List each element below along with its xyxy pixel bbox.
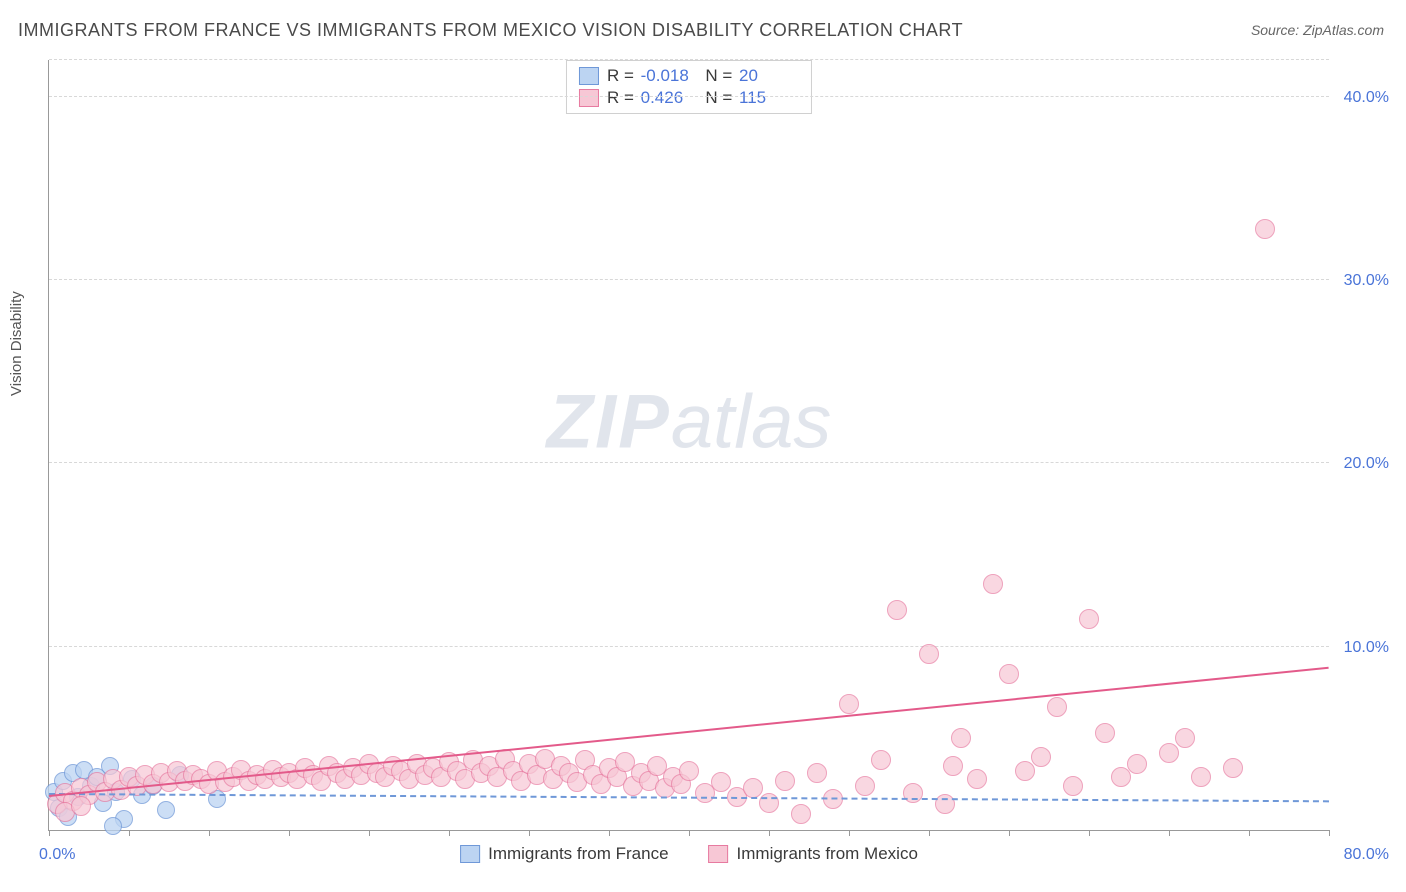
gridline xyxy=(49,59,1329,60)
x-tick xyxy=(289,830,290,836)
x-tick xyxy=(209,830,210,836)
data-point xyxy=(1095,723,1115,743)
y-tick-label: 30.0% xyxy=(1344,272,1389,290)
data-point xyxy=(775,771,795,791)
legend-item: Immigrants from France xyxy=(460,844,668,864)
data-point xyxy=(807,763,827,783)
x-tick xyxy=(529,830,530,836)
gridline xyxy=(49,646,1329,647)
x-tick xyxy=(1249,830,1250,836)
data-point xyxy=(104,817,122,835)
data-point xyxy=(919,644,939,664)
y-tick-label: 10.0% xyxy=(1344,639,1389,657)
data-point xyxy=(839,694,859,714)
data-point xyxy=(1031,747,1051,767)
legend-item: Immigrants from Mexico xyxy=(709,844,918,864)
gridline xyxy=(49,279,1329,280)
data-point xyxy=(1079,609,1099,629)
data-point xyxy=(1223,758,1243,778)
x-tick xyxy=(769,830,770,836)
x-tick xyxy=(1169,830,1170,836)
trend-line xyxy=(49,793,1329,802)
x-tick xyxy=(449,830,450,836)
data-point xyxy=(1191,767,1211,787)
swatch-icon xyxy=(579,89,599,107)
data-point xyxy=(1047,697,1067,717)
chart-title: IMMIGRANTS FROM FRANCE VS IMMIGRANTS FRO… xyxy=(18,20,963,41)
y-axis-label: Vision Disability xyxy=(8,291,25,396)
y-tick-label: 40.0% xyxy=(1344,89,1389,107)
legend-stats: R = -0.018 N = 20 R = 0.426 N = 115 xyxy=(566,60,812,114)
data-point xyxy=(1159,743,1179,763)
data-point xyxy=(1175,728,1195,748)
data-point xyxy=(871,750,891,770)
data-point xyxy=(855,776,875,796)
legend-stats-row: R = -0.018 N = 20 xyxy=(579,65,799,87)
watermark: ZIPatlas xyxy=(547,378,832,465)
data-point xyxy=(1063,776,1083,796)
data-point xyxy=(887,600,907,620)
data-point xyxy=(1255,219,1275,239)
source-label: Source: ZipAtlas.com xyxy=(1251,22,1384,38)
data-point xyxy=(1015,761,1035,781)
swatch-icon xyxy=(460,845,480,863)
data-point xyxy=(1127,754,1147,774)
x-tick xyxy=(609,830,610,836)
x-tick xyxy=(49,830,50,836)
x-tick-label: 80.0% xyxy=(1344,846,1389,864)
x-tick xyxy=(1009,830,1010,836)
data-point xyxy=(999,664,1019,684)
swatch-icon xyxy=(579,67,599,85)
x-tick xyxy=(1329,830,1330,836)
swatch-icon xyxy=(709,845,729,863)
data-point xyxy=(759,793,779,813)
legend-stats-row: R = 0.426 N = 115 xyxy=(579,87,799,109)
gridline xyxy=(49,462,1329,463)
data-point xyxy=(943,756,963,776)
data-point xyxy=(791,804,811,824)
x-tick xyxy=(129,830,130,836)
x-tick xyxy=(689,830,690,836)
data-point xyxy=(951,728,971,748)
x-tick xyxy=(1089,830,1090,836)
data-point xyxy=(71,796,91,816)
data-point xyxy=(743,778,763,798)
x-tick xyxy=(929,830,930,836)
data-point xyxy=(903,783,923,803)
y-tick-label: 20.0% xyxy=(1344,455,1389,473)
x-tick xyxy=(369,830,370,836)
scatter-chart: ZIPatlas R = -0.018 N = 20 R = 0.426 N =… xyxy=(48,60,1329,831)
x-tick-label: 0.0% xyxy=(39,846,75,864)
data-point xyxy=(157,801,175,819)
gridline xyxy=(49,96,1329,97)
legend-series: Immigrants from France Immigrants from M… xyxy=(460,844,918,864)
x-tick xyxy=(849,830,850,836)
data-point xyxy=(711,772,731,792)
data-point xyxy=(679,761,699,781)
data-point xyxy=(967,769,987,789)
data-point xyxy=(983,574,1003,594)
